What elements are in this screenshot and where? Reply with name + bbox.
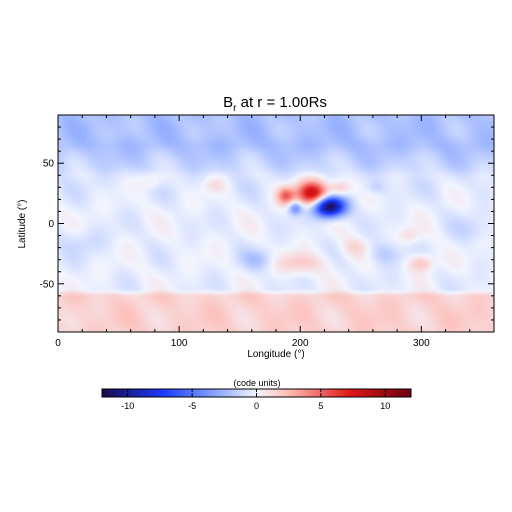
colorbar-tick-label: 10 (380, 401, 390, 411)
y-axis-label: Latitude (°) (17, 199, 28, 248)
x-tick-label: 200 (292, 338, 309, 349)
y-tick-label: 0 (48, 219, 54, 230)
y-axis-ticks: -50 0 50 (40, 126, 494, 321)
x-tick-label: 300 (413, 338, 430, 349)
x-tick-label: 0 (55, 338, 61, 349)
colorbar-ticks: -10 -5 0 5 10 (121, 389, 390, 411)
heatmap-plot-area (57, 114, 495, 333)
colorbar-label: (code units) (233, 378, 280, 388)
colorbar-tick-label: 0 (254, 401, 259, 411)
colorbar-tick-label: -10 (121, 401, 134, 411)
x-axis-ticks: 0 100 200 300 (55, 115, 471, 349)
colorbar-tick-label: 5 (318, 401, 323, 411)
chart-title-sub: r (233, 103, 237, 114)
y-tick-label: 50 (43, 159, 55, 170)
x-axis-label: Longitude (°) (247, 349, 304, 360)
chart-title-main: B (223, 94, 233, 111)
colorbar-tick-label: -5 (188, 401, 196, 411)
heatmap-image (58, 115, 494, 332)
x-tick-label: 100 (171, 338, 188, 349)
chart-title: Br at r = 1.00Rs (223, 94, 327, 114)
chart-title-rest: at r = 1.00Rs (236, 94, 326, 111)
y-tick-label: -50 (40, 279, 55, 290)
